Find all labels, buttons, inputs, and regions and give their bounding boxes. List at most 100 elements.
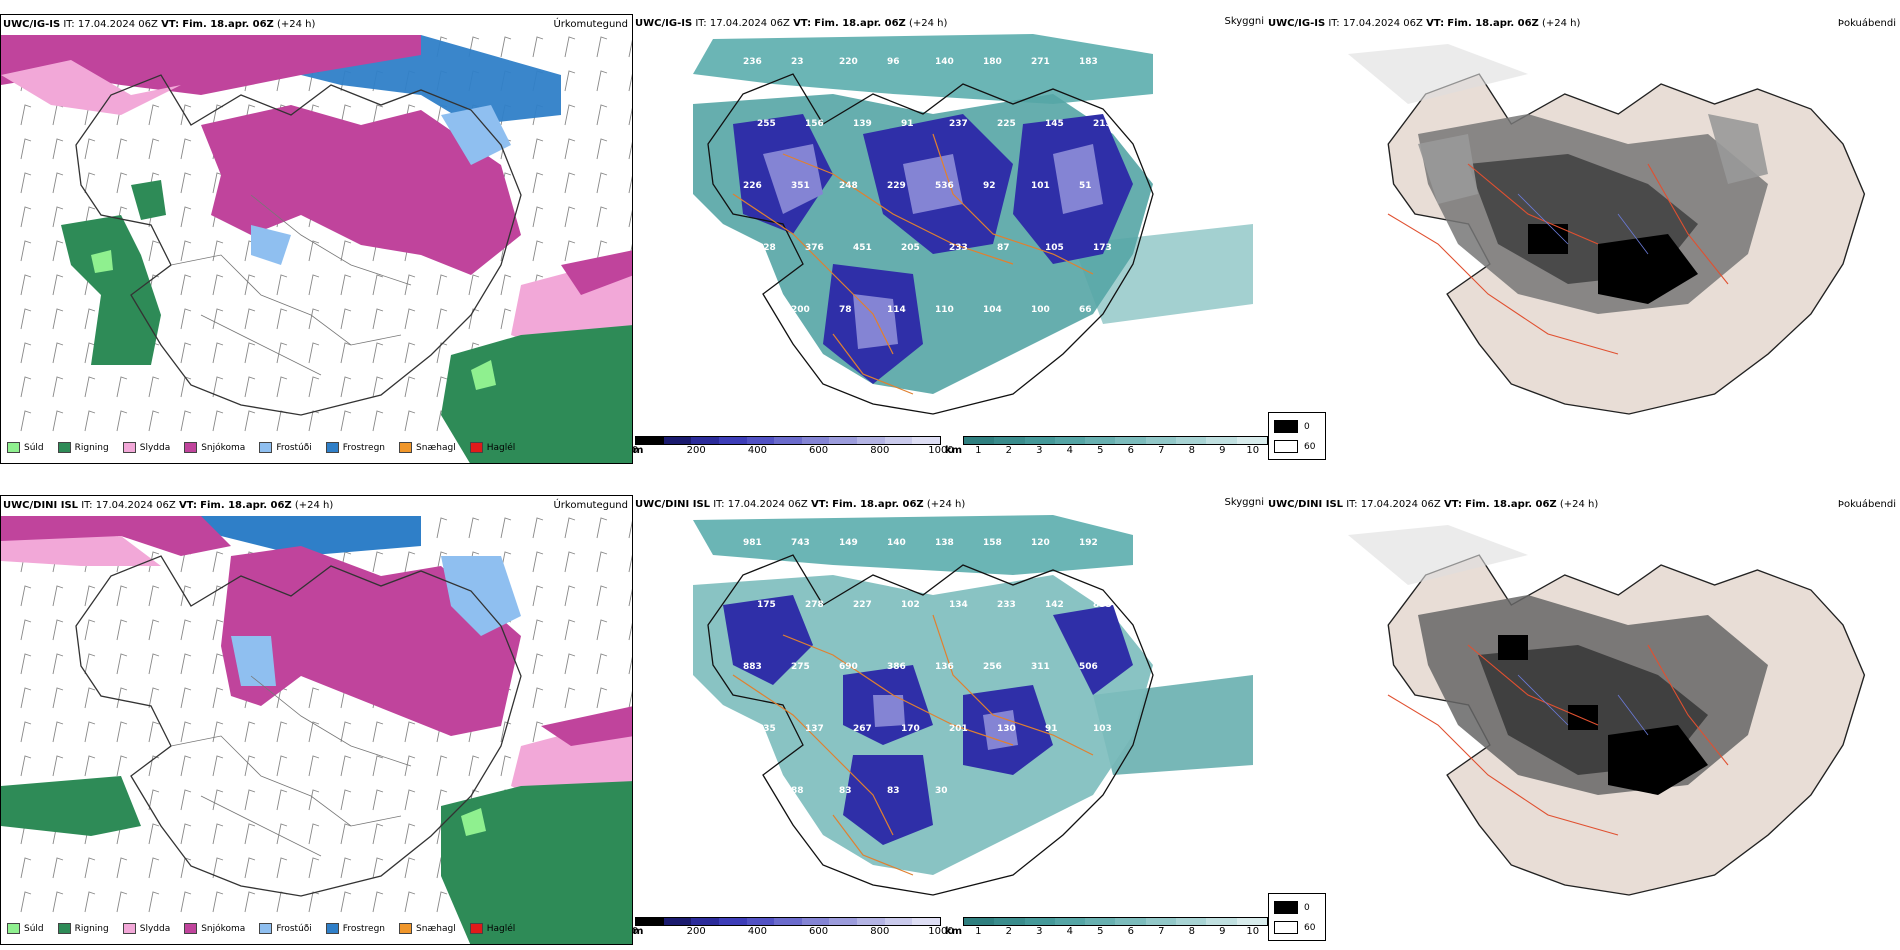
valid-time: Fim. 18.apr. 06Z bbox=[814, 18, 906, 29]
cloud-base-label: 256 bbox=[983, 662, 1002, 672]
cloud-base-label: 158 bbox=[983, 538, 1002, 548]
wind-barb bbox=[84, 585, 96, 607]
wind-barb bbox=[564, 138, 576, 160]
wind-barb bbox=[84, 891, 96, 913]
colorbar-cell bbox=[1176, 918, 1207, 925]
wind-barb bbox=[212, 891, 224, 913]
legend-item: Súld bbox=[7, 442, 44, 453]
cloud-base-label: 149 bbox=[839, 538, 858, 548]
wind-barb bbox=[84, 755, 96, 777]
wind-barb bbox=[532, 138, 544, 160]
wind-barb bbox=[180, 240, 192, 262]
cloud-base-label: 981 bbox=[743, 538, 762, 548]
legend-item: Frostregn bbox=[325, 923, 385, 934]
wind-barb bbox=[20, 206, 32, 228]
colorbar-cell bbox=[857, 437, 885, 444]
cloud-base-label: 140 bbox=[935, 57, 954, 67]
cloud-base-label: 88 bbox=[791, 786, 804, 796]
wind-barb bbox=[84, 172, 96, 194]
wind-barb bbox=[532, 172, 544, 194]
wind-barb bbox=[500, 274, 512, 296]
wind-barb bbox=[84, 687, 96, 709]
precip-legend: Súld Rigning Slydda Snjókoma Frostúði Fr… bbox=[7, 923, 515, 934]
wind-barb bbox=[212, 274, 224, 296]
colorbar-tick: 8 bbox=[1188, 445, 1195, 456]
wind-barb bbox=[628, 107, 632, 126]
wind-barb bbox=[372, 551, 384, 573]
wind-barb bbox=[84, 619, 96, 641]
wind-barb bbox=[84, 138, 96, 160]
wind-barb bbox=[436, 891, 448, 913]
wind-barb bbox=[116, 172, 128, 194]
colorbar-cell bbox=[1206, 918, 1237, 925]
wind-barb bbox=[308, 687, 320, 709]
colorbar-cell bbox=[829, 918, 858, 925]
wind-barb bbox=[532, 585, 544, 607]
colorbar-tick: 7 bbox=[1158, 445, 1165, 456]
wind-barb bbox=[116, 619, 128, 641]
legend-swatch bbox=[469, 923, 483, 934]
cloud-base-label: 134 bbox=[949, 600, 968, 610]
wind-barb bbox=[52, 376, 64, 398]
height-colorbar-cells bbox=[635, 917, 941, 926]
wind-barb bbox=[244, 789, 256, 811]
colorbar-cell bbox=[1236, 437, 1267, 444]
wind-barb bbox=[596, 517, 608, 539]
colorbar-tick: 800 bbox=[870, 926, 890, 937]
colorbar-cell bbox=[1176, 437, 1207, 444]
legend-swatch bbox=[399, 442, 413, 453]
wind-barb bbox=[52, 857, 64, 879]
cloud-panel-igis[interactable]: 236 23 220 96 140 180 271 183 255 156 139 91 237 225 1… bbox=[633, 14, 1268, 464]
wind-barb bbox=[500, 721, 512, 743]
colorbar-tick: 3 bbox=[1036, 445, 1043, 456]
cloud-base-label: 248 bbox=[839, 181, 858, 191]
wind-barb bbox=[244, 823, 256, 845]
cloud-panel-dini[interactable]: 981 743 149 140 138 158 120 192 175 278 227 102 134 2… bbox=[633, 495, 1268, 945]
fog-map-igis bbox=[1348, 44, 1866, 415]
wind-barb bbox=[148, 138, 160, 160]
cloud-base-label: 160 bbox=[743, 305, 762, 315]
wind-barb bbox=[564, 206, 576, 228]
wind-barb bbox=[468, 755, 480, 777]
wind-barb bbox=[596, 36, 608, 58]
colorbar-tick: 200 bbox=[686, 445, 706, 456]
init-time: 17.04.2024 06Z bbox=[1342, 18, 1423, 29]
legend-item: Snæhagl bbox=[399, 442, 456, 453]
cloud-base-label: 92 bbox=[983, 181, 996, 191]
cloud-base-label: 275 bbox=[791, 662, 810, 672]
cloud-base-label: 110 bbox=[935, 305, 954, 315]
wind-barb bbox=[52, 653, 64, 675]
wind-barb bbox=[20, 410, 32, 432]
colorbar-tick: 6 bbox=[1127, 926, 1134, 937]
wind-barb bbox=[532, 206, 544, 228]
wind-barb bbox=[628, 39, 632, 58]
legend-item: Slydda bbox=[122, 923, 170, 934]
colorbar-tick: 600 bbox=[809, 926, 829, 937]
fog-panel-igis[interactable]: UWC/IG-IS IT: 17.04.2024 06Z VT: Fim. 18… bbox=[1268, 14, 1900, 464]
model-name: UWC/DINI ISL bbox=[3, 500, 79, 511]
colorbar-tick: 9 bbox=[1219, 445, 1226, 456]
colorbar-cell bbox=[994, 437, 1025, 444]
wind-barb bbox=[564, 687, 576, 709]
cloud-base-label: 173 bbox=[1093, 243, 1112, 253]
precip-panel-igis[interactable]: UWC/IG-IS IT: 17.04.2024 06Z VT: Fim. 18… bbox=[0, 14, 633, 464]
colorbar-tick: 1 bbox=[975, 926, 982, 937]
colorbar-tick: 5 bbox=[1097, 445, 1104, 456]
legend-swatch bbox=[325, 923, 339, 934]
height-colorbar: 0 200 400 600 800 1000 m bbox=[633, 436, 954, 457]
wind-barb bbox=[148, 376, 160, 398]
wind-barb bbox=[276, 274, 288, 296]
wind-barb bbox=[404, 342, 416, 364]
wind-barb bbox=[340, 376, 352, 398]
wind-barb bbox=[628, 73, 632, 92]
wind-barb bbox=[212, 240, 224, 262]
colorbar-cell bbox=[994, 918, 1025, 925]
precip-panel-dini[interactable]: UWC/DINI ISL IT: 17.04.2024 06Z VT: Fim.… bbox=[0, 495, 633, 945]
visibility-colorbar: 1 2 3 4 5 6 7 8 9 10 km bbox=[945, 436, 1268, 457]
colorbar-tick: 10 bbox=[1246, 926, 1260, 937]
colorbar-tick: 4 bbox=[1066, 445, 1073, 456]
wind-barb bbox=[596, 551, 608, 573]
fog-panel-dini[interactable]: UWC/DINI ISL IT: 17.04.2024 06Z VT: Fim.… bbox=[1268, 495, 1900, 945]
colorbar-tick: 2 bbox=[1005, 445, 1012, 456]
height-colorbar-ticks: 0 200 400 600 800 1000 bbox=[633, 926, 954, 938]
